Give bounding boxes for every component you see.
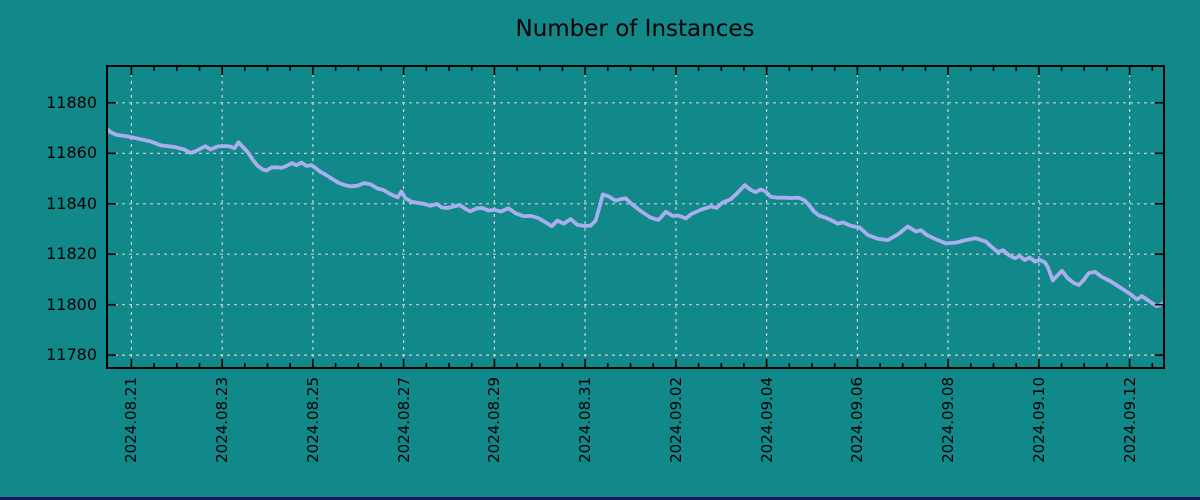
x-axis-tick-label: 2024.08.21: [122, 377, 140, 463]
x-axis-tick-label: 2024.09.08: [939, 377, 957, 463]
y-axis-tick-label: 11820: [46, 244, 97, 263]
chart-title: Number of Instances: [515, 16, 755, 42]
bottom-edge-bar: [0, 497, 1200, 500]
x-axis-tick-label: 2024.08.29: [485, 377, 503, 463]
y-axis-tick-label: 11860: [46, 143, 97, 162]
y-axis-tick-label: 11840: [46, 194, 97, 213]
x-axis-tick-label: 2024.09.02: [667, 377, 685, 463]
x-axis-tick-label: 2024.08.31: [576, 377, 594, 463]
x-axis-tick-label: 2024.09.10: [1030, 377, 1048, 463]
x-axis-tick-label: 2024.09.06: [848, 377, 866, 463]
x-axis-tick-label: 2024.09.04: [758, 377, 776, 463]
x-axis-tick-label: 2024.09.12: [1121, 377, 1139, 463]
plot-border: [106, 65, 1165, 369]
y-axis-tick-label: 11780: [46, 345, 97, 364]
y-axis-tick-label: 11880: [46, 93, 97, 112]
line-chart: [106, 65, 1165, 369]
y-axis-tick-label: 11800: [46, 295, 97, 314]
x-axis-tick-label: 2024.08.23: [213, 377, 231, 463]
plot-area: [106, 65, 1165, 369]
x-axis-tick-label: 2024.08.25: [304, 377, 322, 463]
data-series-line: [106, 126, 1165, 309]
x-axis-tick-label: 2024.08.27: [395, 377, 413, 463]
